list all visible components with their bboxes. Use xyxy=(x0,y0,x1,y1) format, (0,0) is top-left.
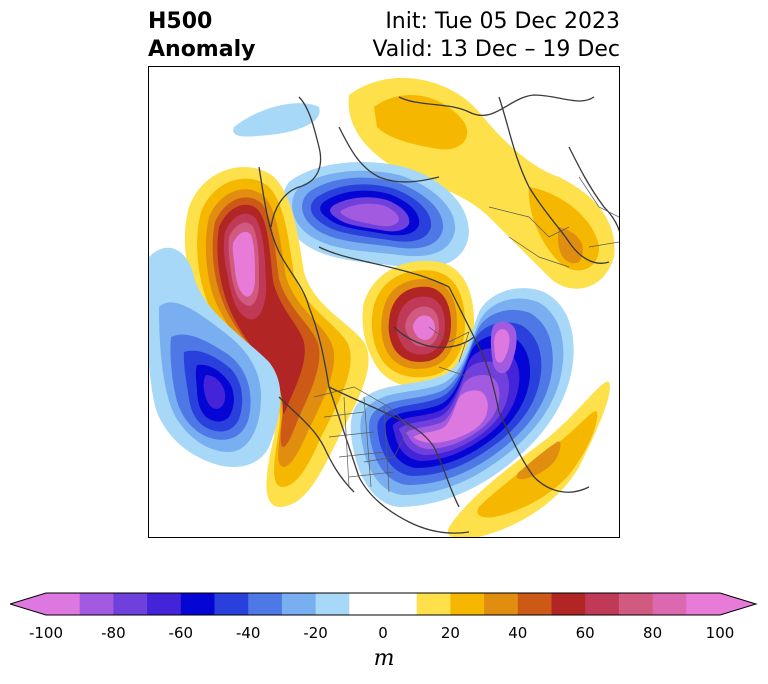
anomaly-trough-east xyxy=(350,288,574,507)
colorbar-segment xyxy=(551,593,586,615)
colorbar-extend-low xyxy=(10,593,46,615)
colorbar-segment xyxy=(383,593,418,615)
anomaly-trough-north-pacific xyxy=(149,247,281,467)
anomaly-trough-small-north xyxy=(233,103,320,137)
colorbar-segment xyxy=(46,593,81,615)
colorbar-segment xyxy=(248,593,283,615)
title-valid-range: Valid: 13 Dec – 19 Dec xyxy=(372,37,620,62)
colorbar-segment xyxy=(79,593,114,615)
title-field-type: Anomaly xyxy=(148,37,256,62)
map-title-right: Init: Tue 05 Dec 2023 Valid: 13 Dec – 19… xyxy=(372,8,620,64)
colorbar-tick-label: 60 xyxy=(575,624,595,642)
colorbar-segment xyxy=(652,593,687,615)
colorbar-segments xyxy=(46,593,721,615)
colorbar-segment xyxy=(214,593,249,615)
colorbar-segment xyxy=(416,593,451,615)
colorbar-tick-label: 20 xyxy=(440,624,460,642)
title-init-date: Init: Tue 05 Dec 2023 xyxy=(385,9,620,34)
colorbar-tick-label: 80 xyxy=(643,624,663,642)
colorbar-segment xyxy=(618,593,654,615)
colorbar-segment xyxy=(180,593,215,615)
title-field-name: H500 xyxy=(148,9,213,34)
colorbar-segment xyxy=(281,593,317,615)
colorbar-segment xyxy=(517,593,552,615)
colorbar-segment xyxy=(349,593,384,615)
map-title-left: H500 Anomaly xyxy=(148,8,255,64)
colorbar-extend-high xyxy=(720,593,756,615)
anomaly-trough-greenland xyxy=(281,162,469,269)
colorbar-segment xyxy=(686,593,721,615)
colorbar-tick-label: -100 xyxy=(28,624,64,642)
colorbar-tick-label: 0 xyxy=(378,624,388,642)
colorbar-outline xyxy=(10,592,758,616)
colorbar-segment xyxy=(315,593,350,615)
colorbar-segment xyxy=(484,593,519,615)
colorbar-tick-label: 100 xyxy=(705,624,735,642)
colorbar-segment xyxy=(147,593,182,615)
colorbar-segment xyxy=(450,593,485,615)
country-grid-lines xyxy=(313,176,619,493)
colorbar-tick-label: 40 xyxy=(508,624,528,642)
anomaly-ridge-asia xyxy=(448,381,610,537)
colorbar-tick-label: -20 xyxy=(303,624,328,642)
colorbar-segment xyxy=(113,593,148,615)
anomaly-ridge-west xyxy=(184,167,369,507)
colorbar-tick-label: -60 xyxy=(168,624,194,642)
anomaly-map-svg xyxy=(149,67,619,537)
anomaly-ridge-center xyxy=(362,261,474,388)
colorbar-tick-label: -80 xyxy=(101,624,126,642)
colorbar xyxy=(10,592,758,616)
colorbar-unit-label: m xyxy=(373,646,395,671)
anomaly-map xyxy=(148,66,620,538)
colorbar-segment xyxy=(585,593,620,615)
colorbar-tick-label: -40 xyxy=(235,624,261,642)
